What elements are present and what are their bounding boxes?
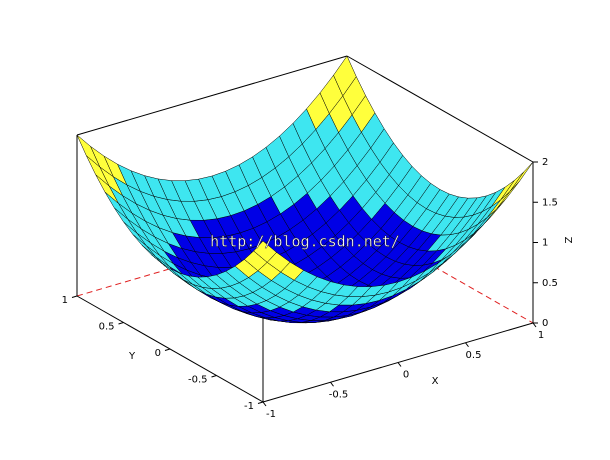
y-tick xyxy=(164,348,171,351)
y-tick xyxy=(71,295,78,298)
y-tick-label: 0 xyxy=(155,348,161,359)
x-tick xyxy=(397,362,402,367)
y-tick-label: 0.5 xyxy=(99,322,115,333)
watermark: http://blog.csdn.net/ xyxy=(210,233,400,251)
box-edge xyxy=(76,55,348,136)
x-tick-label: 1 xyxy=(538,330,544,341)
z-tick-label: 0 xyxy=(542,318,548,329)
z-tick-label: 1.5 xyxy=(542,197,558,208)
y-tick-label: 1 xyxy=(62,295,68,306)
x-tick xyxy=(262,401,267,407)
box-edge xyxy=(346,55,534,163)
y-tick-label: -1 xyxy=(244,401,254,412)
z-tick-label: 0.5 xyxy=(542,278,558,289)
x-tick-label: -1 xyxy=(266,409,276,420)
surface-facet xyxy=(333,55,357,97)
x-tick-label: -0.5 xyxy=(329,389,349,400)
y-tick xyxy=(257,401,264,404)
surface-facet xyxy=(509,161,534,192)
surface-facet xyxy=(500,171,524,200)
y-tick xyxy=(211,375,217,378)
x-tick-label: 0.5 xyxy=(466,350,482,361)
x-axis-label: X xyxy=(432,376,439,387)
x-tick xyxy=(330,381,334,387)
y-tick xyxy=(118,322,124,325)
z-tick-label: 2 xyxy=(542,157,548,168)
z-axis-label: Z xyxy=(562,237,573,244)
x-tick-label: 0 xyxy=(403,370,409,381)
x-tick xyxy=(532,322,537,328)
x-tick xyxy=(465,342,469,348)
z-tick-label: 1 xyxy=(542,238,548,249)
surface-facet xyxy=(253,240,277,263)
y-axis-label: Y xyxy=(128,351,136,362)
surface-facet xyxy=(76,134,101,168)
y-tick-label: -0.5 xyxy=(188,375,208,386)
